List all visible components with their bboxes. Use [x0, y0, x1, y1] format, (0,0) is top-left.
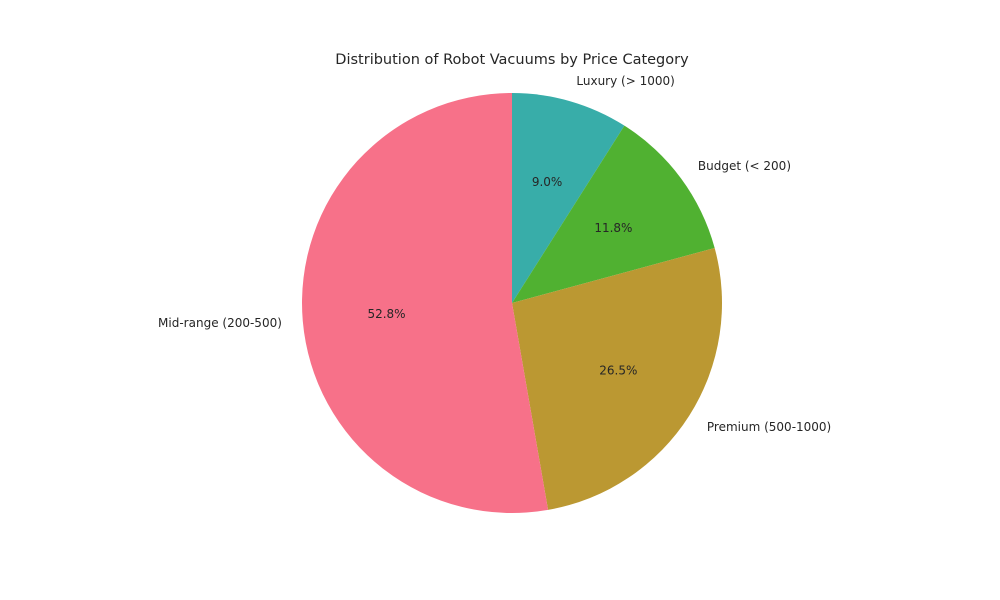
pie-slices	[302, 93, 723, 513]
slice-label-budget-200: Budget (< 200)	[698, 159, 791, 173]
pie-slice-premium-500-1000	[512, 247, 723, 510]
slice-percent-luxury-1000: 9.0%	[532, 175, 563, 189]
pie-slice-budget-200	[512, 125, 715, 303]
slice-label-mid-range-200-500: Mid-range (200-500)	[158, 316, 282, 330]
slice-label-premium-500-1000: Premium (500-1000)	[707, 420, 831, 434]
slice-percent-premium-500-1000: 26.5%	[599, 364, 637, 378]
chart-title: Distribution of Robot Vacuums by Price C…	[335, 52, 689, 68]
pie-slice-mid-range-200-500	[302, 93, 549, 513]
slice-percent-budget-200: 11.8%	[594, 221, 632, 235]
pie-labels: Luxury (> 1000) 9.0% Budget (< 200) 11.8% Pr…	[158, 74, 831, 434]
pie-slice-luxury-1000	[512, 93, 625, 303]
slice-percent-mid-range-200-500: 52.8%	[367, 307, 405, 321]
slice-label-luxury-1000: Luxury (> 1000)	[576, 74, 674, 88]
